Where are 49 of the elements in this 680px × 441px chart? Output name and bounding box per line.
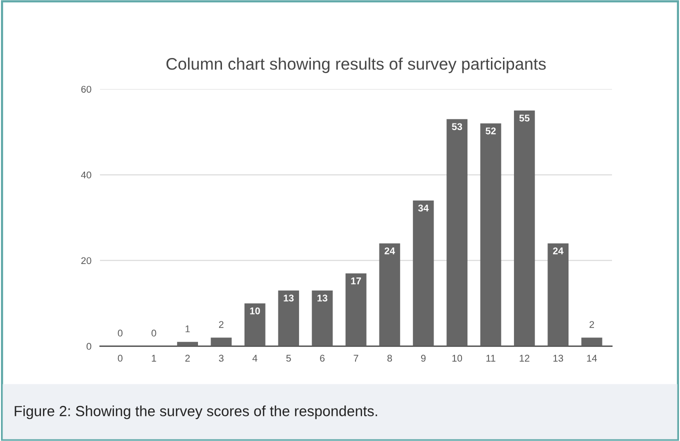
bar: [346, 273, 366, 346]
data-label: 0: [118, 330, 122, 337]
x-tick-label: 10: [452, 354, 462, 362]
data-label: 24: [384, 247, 396, 254]
bar: [412, 200, 434, 346]
bar: [480, 123, 502, 346]
data-label: 1: [186, 325, 190, 332]
data-label: 10: [250, 307, 260, 314]
x-tick-label: 9: [421, 354, 426, 362]
y-tick-label: 40: [81, 172, 92, 178]
data-label: 2: [590, 321, 594, 328]
x-tick-label: 14: [587, 354, 597, 362]
x-tick-label: 7: [354, 354, 358, 362]
x-tick-label: 13: [553, 354, 564, 362]
x-tick-label: 12: [520, 354, 530, 362]
bar: [177, 342, 198, 346]
data-label: 13: [318, 294, 328, 302]
bar: [244, 303, 266, 346]
x-tick-label: 6: [320, 354, 325, 362]
y-tick-label: 60: [81, 86, 92, 93]
data-label: 13: [284, 294, 294, 302]
data-label: 2: [219, 321, 224, 328]
chart-title: Column chart showing results of survey participants: [166, 58, 546, 74]
bar: [446, 119, 468, 346]
x-tick-label: 8: [387, 354, 392, 362]
x-tick-label: 2: [185, 354, 190, 362]
bar: [210, 338, 232, 346]
x-tick-label: 4: [252, 354, 258, 362]
data-label: 17: [351, 278, 361, 284]
data-label: 24: [553, 247, 564, 254]
x-tick-label: 1: [152, 354, 156, 362]
x-tick-label: 0: [118, 354, 122, 362]
caption: Figure 2: Showing the survey scores of the respondents.: [14, 406, 378, 420]
data-label: 52: [486, 127, 496, 134]
data-label: 55: [519, 114, 530, 122]
bar: [278, 290, 300, 346]
data-label: 34: [418, 204, 429, 212]
bar: [581, 338, 602, 346]
bar: [312, 290, 333, 346]
data-label: 0: [152, 330, 156, 337]
y-tick-label: 20: [81, 257, 92, 264]
y-tick-label: 0: [86, 342, 92, 350]
bar: [548, 243, 569, 346]
bar: [379, 243, 400, 346]
x-tick-label: 11: [486, 354, 496, 362]
data-label: 53: [452, 123, 462, 130]
bar: [514, 110, 535, 346]
x-tick-label: 5: [286, 354, 291, 362]
x-tick-label: 3: [218, 354, 224, 362]
